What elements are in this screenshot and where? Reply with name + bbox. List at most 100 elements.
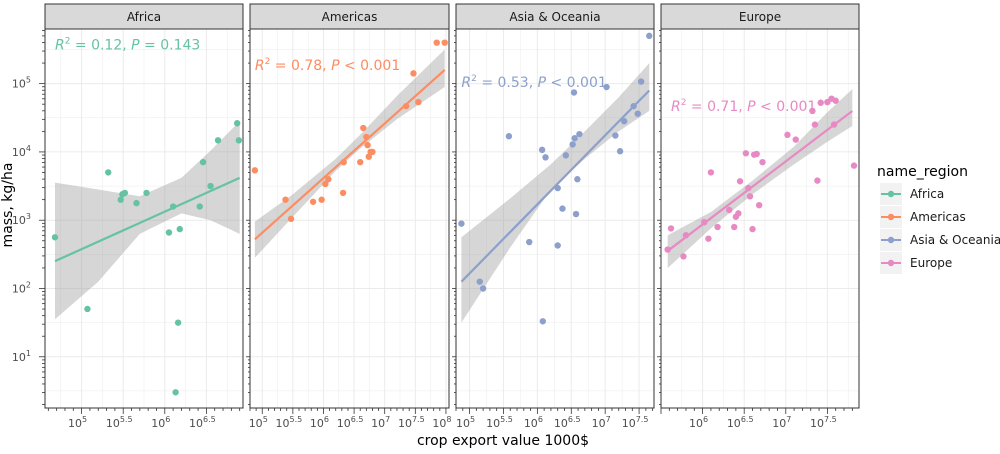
data-point: [415, 98, 422, 106]
data-points: [458, 32, 653, 325]
x-tick-label: 106: [689, 415, 708, 430]
facet-strip-label: Africa: [127, 10, 161, 24]
data-point: [736, 178, 744, 185]
data-point: [325, 176, 332, 183]
regression-annotation: R2 = 0.78, P < 0.001: [255, 57, 400, 74]
data-point: [850, 162, 858, 169]
inner-y-ticks-2: [452, 30, 456, 405]
legend-label: Americas: [910, 210, 966, 224]
axes: 105 105.5 106 106.5 105 105.5 106 106.5 107 107.5…: [12, 30, 853, 430]
x-tick-label: 107.5: [810, 415, 837, 430]
x-tick-label: 107: [592, 415, 611, 430]
data-point: [339, 189, 347, 197]
gridlines: [660, 29, 859, 408]
panel-background: [661, 29, 859, 408]
regression-annotation: R2 = 0.12, P = 0.143: [55, 36, 200, 53]
x-tick-label: 106.5: [727, 415, 754, 430]
legend-title: name_region: [877, 164, 968, 180]
data-point: [637, 78, 645, 85]
data-point: [705, 235, 712, 242]
data-point: [364, 141, 371, 149]
data-point: [121, 189, 129, 197]
data-point: [576, 130, 583, 138]
legend: name_region Africa Americas Asia & Oceania…: [877, 164, 1000, 274]
data-point: [735, 210, 742, 217]
data-point: [574, 176, 581, 183]
data-point: [369, 148, 376, 156]
data-point: [569, 141, 576, 148]
data-point: [646, 32, 653, 40]
data-point: [287, 215, 295, 223]
data-point: [309, 198, 317, 205]
data-point: [174, 319, 182, 326]
data-point: [817, 99, 824, 106]
data-points: [664, 95, 858, 260]
x-tick-label: 106: [524, 415, 543, 430]
data-point: [117, 196, 124, 203]
data-point: [809, 107, 816, 115]
data-point: [634, 110, 641, 117]
y-tick-label: 104: [12, 144, 31, 159]
x-tick-label: 105: [249, 415, 268, 430]
regression-annotation: R2 = 0.71, P < 0.001: [671, 98, 816, 115]
data-point: [282, 196, 289, 203]
data-point: [360, 124, 367, 132]
data-point: [199, 158, 207, 166]
confidence-band: [461, 63, 650, 323]
legend-key-point: [887, 190, 895, 198]
facet-strip-label: Asia & Oceania: [509, 10, 600, 24]
data-point: [746, 193, 754, 200]
facet-strip-label: Americas: [322, 10, 378, 24]
data-point: [759, 158, 766, 166]
gridlines: [250, 29, 449, 408]
panel-border: [44, 28, 244, 409]
data-point: [562, 152, 570, 159]
y-axis-title: mass, kg/ha: [0, 163, 16, 248]
x-tick-label: 107.5: [622, 415, 649, 430]
data-point: [572, 210, 580, 218]
y-tick-label: 102: [12, 280, 31, 295]
data-point: [505, 133, 513, 140]
data-point: [207, 182, 214, 190]
gridlines: [456, 29, 654, 408]
x-tick-label: 107: [371, 415, 390, 430]
panel-border: [455, 28, 655, 409]
data-point: [554, 242, 561, 249]
data-point: [814, 177, 821, 184]
data-point: [753, 150, 760, 158]
data-point: [143, 189, 150, 197]
data-point: [176, 225, 183, 233]
regression-annotation: R2 = 0.53, P < 0.001: [461, 74, 606, 91]
regression-line: [460, 89, 651, 283]
x-axis-title: crop export value 1000$: [417, 433, 589, 449]
x-axis-1: 105 105.5 106 106.5 107 107.5 108: [249, 408, 451, 430]
data-point: [433, 39, 440, 46]
y-tick-label: 105: [12, 76, 31, 91]
legend-key-point: [887, 259, 895, 267]
y-tick-label: 101: [12, 349, 31, 364]
data-point: [172, 389, 179, 396]
data-point: [616, 148, 624, 155]
x-tick-label: 106: [151, 415, 170, 430]
data-point: [105, 169, 112, 176]
data-point: [214, 137, 222, 144]
data-point: [784, 131, 791, 139]
x-axis-3: 106 106.5 107 107.5: [660, 408, 853, 430]
legend-label: Europe: [910, 256, 952, 270]
data-point: [832, 97, 839, 104]
legend-entry: Africa: [880, 183, 944, 205]
data-point: [526, 238, 533, 246]
facet-americas: Americas R2 = 0.78, P < 0.001: [249, 3, 450, 409]
inner-y-ticks-1: [246, 30, 250, 405]
data-point: [620, 117, 628, 125]
data-point: [84, 305, 91, 313]
data-point: [538, 146, 546, 154]
data-point: [571, 135, 578, 142]
data-point: [742, 150, 750, 157]
data-point: [539, 318, 546, 325]
panel-background: [250, 29, 449, 408]
panel-border: [249, 28, 450, 409]
x-tick-label: 105.5: [106, 415, 133, 430]
facet-strip-label: Europe: [739, 10, 781, 24]
x-axis-0: 105 105.5 106 106.5: [47, 408, 241, 430]
